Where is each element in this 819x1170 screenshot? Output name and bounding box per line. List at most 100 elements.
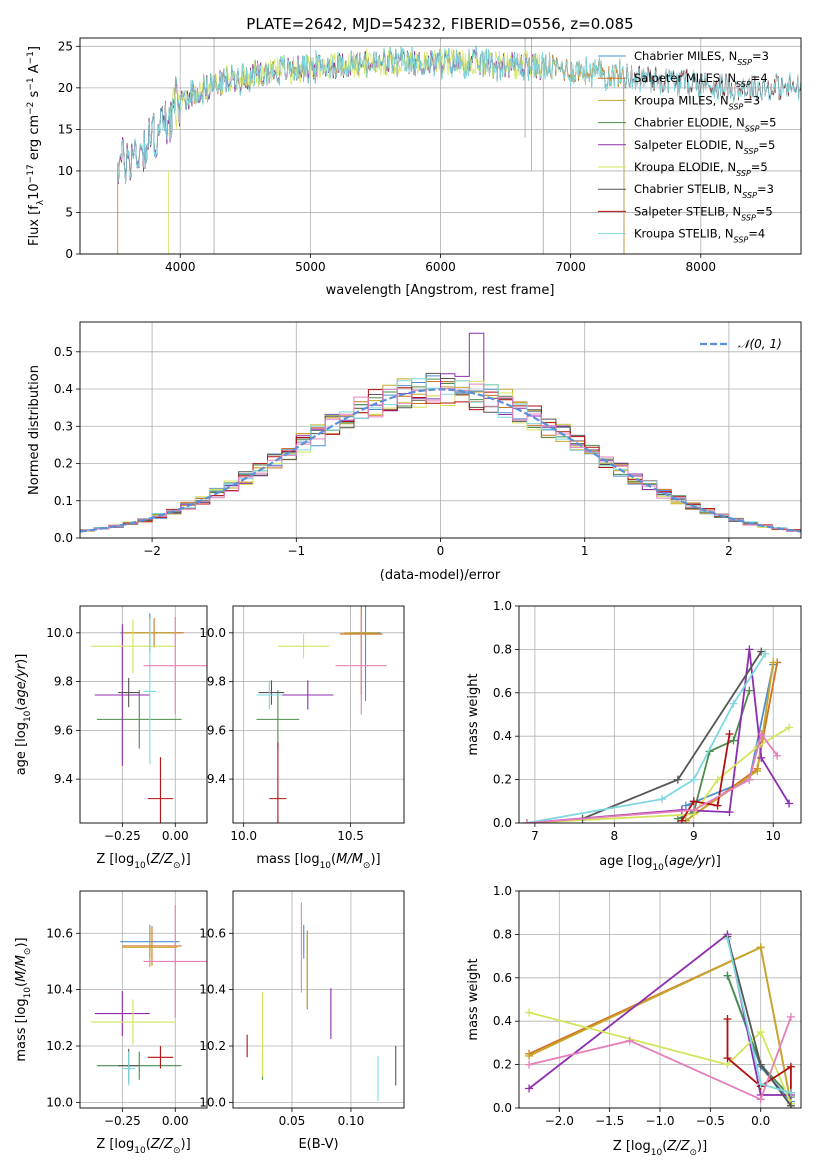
gaussian-curve xyxy=(80,388,801,533)
x-tick-label: −1.0 xyxy=(645,1114,674,1128)
x-tick-label: −2.0 xyxy=(545,1114,574,1128)
spectrum-plot xyxy=(117,38,801,254)
y-tick-label: 0.4 xyxy=(493,729,512,743)
residuals-plot xyxy=(80,332,801,533)
x-tick-label: 0.0 xyxy=(751,1114,770,1128)
weight-marker xyxy=(657,795,666,804)
residuals-frame xyxy=(79,321,802,539)
y-tick-label: 9.4 xyxy=(54,772,73,786)
age_vs_mass-xlabel: mass [log10(M/M⊙)] xyxy=(256,852,380,871)
y-tick-label: 0.0 xyxy=(493,816,512,830)
weight-marker xyxy=(525,1084,534,1093)
weight-marker xyxy=(786,1101,795,1108)
y-tick-label: 0.1 xyxy=(54,494,73,508)
weight-marker xyxy=(522,819,531,823)
y-tick-label: 25 xyxy=(58,39,73,53)
weight-marker xyxy=(756,1080,765,1089)
weight-marker xyxy=(681,801,690,810)
mass_vs_ebv-frame xyxy=(232,890,405,1109)
y-tick-label: 15 xyxy=(58,122,73,136)
weight-line xyxy=(528,1011,792,1105)
weight-marker xyxy=(729,736,738,745)
x-tick-label: 10.5 xyxy=(337,829,364,843)
y-tick-label: 9.8 xyxy=(54,675,73,689)
weight_vs_age-frame xyxy=(518,605,802,824)
weight-marker xyxy=(756,1028,765,1037)
weight-marker xyxy=(723,934,732,943)
legend-label: Salpeter MILES, NSSP=4 xyxy=(634,71,768,89)
x-tick-label: 10 xyxy=(766,829,781,843)
spectrum-xlabel: wavelength [Angstrom, rest frame] xyxy=(326,283,555,298)
y-tick-label: 9.6 xyxy=(207,723,226,737)
spectrum-legend: Chabrier MILES, NSSP=3 Salpeter MILES, NS… xyxy=(598,49,776,244)
x-tick-label: 7000 xyxy=(555,260,586,274)
x-tick-label: 8000 xyxy=(686,260,717,274)
weight_vs_age-axes: 7 8 9 10 0.0 0.2 0.4 0.6 0.8 1.0 xyxy=(493,599,801,843)
weight-marker xyxy=(745,775,754,784)
weight_vs_age-plot xyxy=(522,645,794,823)
weight_vs_Z-ylabel: mass weight xyxy=(466,958,481,1040)
x-tick-label: −1 xyxy=(287,544,305,558)
y-tick-label: 0.6 xyxy=(493,686,512,700)
y-tick-label: 10.0 xyxy=(46,1095,73,1109)
weight-marker xyxy=(757,753,766,762)
mass_vs_ebv-axes: 0.05 0.10 10.0 10.2 10.4 10.6 xyxy=(199,891,404,1128)
weight-marker xyxy=(786,1088,795,1097)
weight-line xyxy=(528,1016,792,1101)
weight-marker xyxy=(723,1054,732,1063)
weight-marker xyxy=(725,730,734,739)
weight-line xyxy=(526,731,778,823)
y-tick-label: 10.6 xyxy=(46,926,73,940)
x-tick-label: 7 xyxy=(531,829,539,843)
mass_vs_Z-frame xyxy=(79,890,208,1109)
weight-marker xyxy=(689,775,698,784)
weight-marker xyxy=(785,723,794,732)
x-tick-label: −0.25 xyxy=(104,829,141,843)
weight-marker xyxy=(745,686,754,695)
weight-marker xyxy=(525,1051,534,1060)
mass_vs_Z-xlabel: Z [log10(Z/Z⊙)] xyxy=(96,1137,190,1156)
legend-label: Kroupa STELIB, NSSP=4 xyxy=(634,227,765,245)
mass_vs_Z-plot xyxy=(90,905,207,1086)
y-tick-label: 0 xyxy=(65,247,73,261)
y-tick-label: 0.4 xyxy=(493,1014,512,1028)
weight_vs_age-ylabel: mass weight xyxy=(466,673,481,755)
y-tick-label: 10.0 xyxy=(199,1095,226,1109)
weight-marker xyxy=(769,658,778,667)
weight-marker xyxy=(786,1062,795,1071)
x-tick-label: 5000 xyxy=(295,260,326,274)
x-tick-label: 6000 xyxy=(425,260,456,274)
mass_vs_Z-ylabel: mass [log10(M/M⊙)] xyxy=(14,937,33,1061)
y-tick-label: 1.0 xyxy=(493,884,512,898)
weight-marker xyxy=(625,1036,634,1045)
x-tick-label: 0.00 xyxy=(162,829,189,843)
spectrum-ylabel: Flux [fλ10−17 erg cm−2 s−1 A−1] xyxy=(26,46,46,246)
residuals-ylabel: Normed distribution xyxy=(27,365,42,495)
weight_vs_Z-frame xyxy=(518,890,802,1109)
x-tick-label: 0 xyxy=(437,544,445,558)
weight-marker xyxy=(745,645,754,654)
y-tick-label: 9.6 xyxy=(54,723,73,737)
x-tick-label: −2 xyxy=(143,544,161,558)
weight-marker xyxy=(786,1012,795,1021)
mass_vs_ebv-xlabel: E(B-V) xyxy=(298,1137,338,1152)
age_vs_mass-plot xyxy=(256,606,387,823)
weight-marker xyxy=(773,751,782,760)
legend-label: Chabrier STELIB, NSSP=3 xyxy=(634,182,774,200)
x-tick-label: 2 xyxy=(725,544,733,558)
age_vs_Z-xlabel: Z [log10(Z/Z⊙)] xyxy=(96,852,190,871)
spectrum-frame xyxy=(79,37,802,255)
y-tick-label: 10.6 xyxy=(199,926,226,940)
residuals-xlabel: (data-model)/error xyxy=(380,568,501,583)
age_vs_Z-frame xyxy=(79,605,208,824)
weight-marker xyxy=(677,816,686,823)
y-tick-label: 0.2 xyxy=(54,457,73,471)
residuals-axes: −2 −1 0 1 2 0.0 0.1 0.2 0.3 0.4 0.5 xyxy=(54,322,801,558)
weight-marker xyxy=(756,1095,765,1104)
y-tick-label: 0.6 xyxy=(493,971,512,985)
y-tick-label: 0.5 xyxy=(54,345,73,359)
age_vs_mass-frame xyxy=(232,605,405,824)
age_vs_mass-axes: 10.0 10.5 9.4 9.6 9.8 10.0 xyxy=(199,606,404,843)
y-tick-label: 10.0 xyxy=(199,626,226,640)
